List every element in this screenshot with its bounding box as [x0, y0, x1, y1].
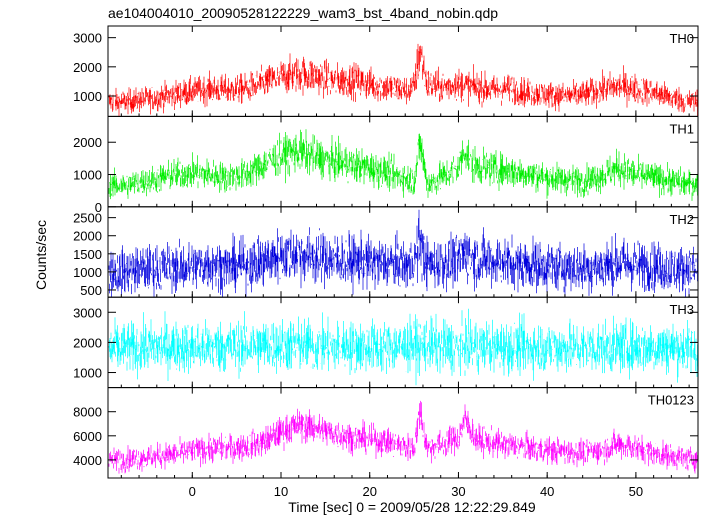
panel-th0123: 4000 6000 8000 TH0123 — [73, 387, 699, 479]
panel-frame — [107, 387, 699, 479]
series-th0 — [108, 43, 698, 117]
panel-label: TH1 — [669, 121, 694, 136]
panel-stack: 1000 2000 3000 TH0 0 1000 2000 TH1 500 1000 1500 20… — [73, 25, 699, 479]
series-th0123 — [108, 400, 698, 474]
y-tick-label: 2000 — [73, 335, 102, 350]
y-tick-label: 3000 — [73, 305, 102, 320]
x-tick-label: 30 — [451, 484, 465, 499]
y-tick-label: 2500 — [73, 211, 102, 226]
panel-th0: 1000 2000 3000 TH0 — [73, 25, 699, 117]
y-tick-label: 4000 — [73, 453, 102, 468]
y-tick-label: 2000 — [73, 135, 102, 150]
y-tick-label: 8000 — [73, 405, 102, 420]
x-tick-label: 40 — [540, 484, 554, 499]
panel-th2: 500 1000 1500 2000 2500 TH2 — [73, 206, 699, 298]
y-axis-label: Counts/sec — [33, 220, 49, 290]
x-axis: 0 10 20 30 40 50 — [189, 484, 643, 499]
y-tick-label: 2000 — [73, 60, 102, 75]
x-axis-label: Time [sec] 0 = 2009/05/28 12:22:29.849 — [288, 499, 536, 515]
panel-label: TH0123 — [648, 393, 694, 408]
x-tick-label: 50 — [629, 484, 643, 499]
chart-title: ae104004010_20090528122229_wam3_bst_4ban… — [108, 5, 498, 21]
series-th1 — [108, 129, 698, 201]
series-th2 — [108, 209, 698, 298]
y-tick-label: 500 — [80, 283, 102, 298]
x-tick-label: 10 — [274, 484, 288, 499]
y-tick-label: 1000 — [73, 265, 102, 280]
panel-label: TH2 — [669, 212, 694, 227]
y-tick-label: 2000 — [73, 229, 102, 244]
y-tick-label: 1000 — [73, 366, 102, 381]
panel-frame — [107, 25, 699, 117]
panel-label: TH3 — [669, 302, 694, 317]
panel-label: TH0 — [669, 31, 694, 46]
y-tick-label: 3000 — [73, 31, 102, 46]
y-tick-label: 1000 — [73, 89, 102, 104]
x-tick-label: 20 — [362, 484, 376, 499]
y-tick-label: 6000 — [73, 429, 102, 444]
series-th3 — [108, 308, 698, 386]
y-tick-label: 1500 — [73, 247, 102, 262]
x-tick-label: 0 — [189, 484, 196, 499]
panel-th1: 0 1000 2000 TH1 — [73, 115, 699, 215]
y-tick-label: 1000 — [73, 168, 102, 183]
y-tick-label: 0 — [95, 200, 102, 215]
panel-frame — [107, 115, 699, 208]
panel-th3: 1000 2000 3000 TH3 — [73, 296, 699, 389]
